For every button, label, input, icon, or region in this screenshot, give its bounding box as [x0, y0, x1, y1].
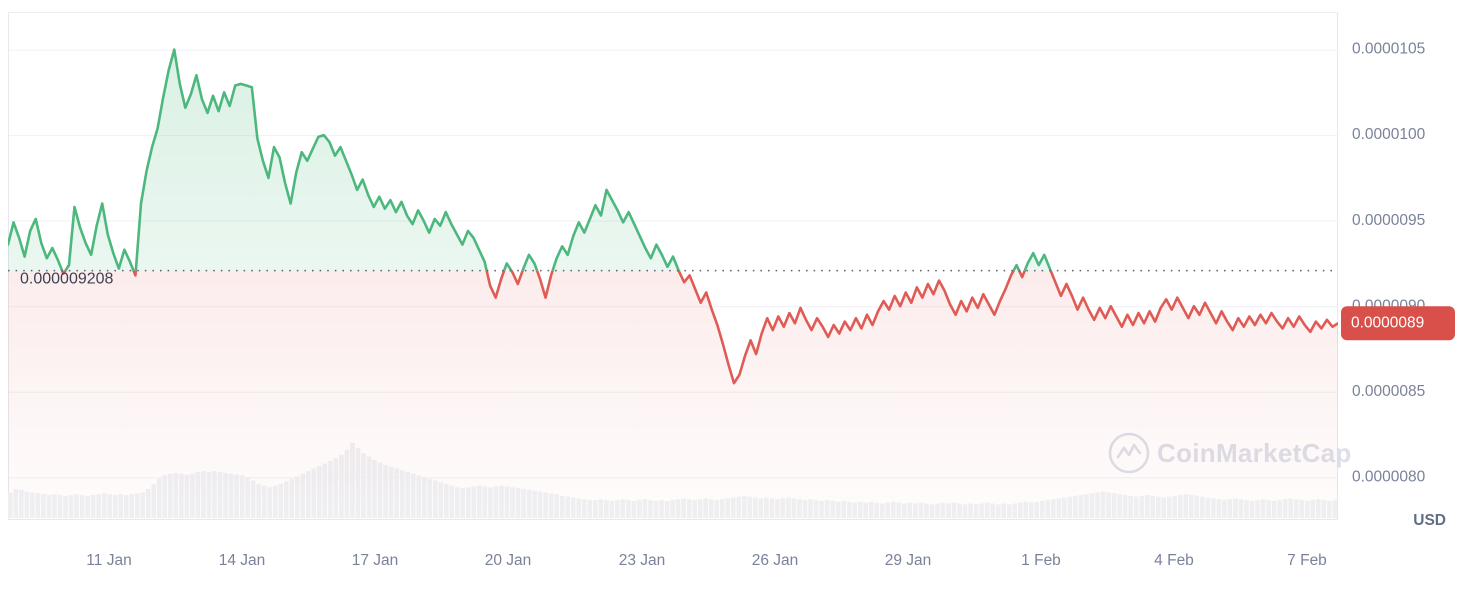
currency-unit-label: USD	[1413, 512, 1446, 529]
y-axis-tick-label: 0.0000085	[1352, 383, 1425, 400]
x-axis-tick-label: 26 Jan	[752, 552, 799, 569]
x-axis-labels: 11 Jan 14 Jan 17 Jan 20 Jan 23 Jan 26 Jan 29 J…	[86, 552, 1327, 569]
x-axis-tick-label: 11 Jan	[86, 552, 131, 569]
x-axis-tick-label: 23 Jan	[619, 552, 666, 569]
price-area-down	[8, 270, 1338, 520]
y-axis-tick-label: 0.0000105	[1352, 41, 1425, 58]
y-axis-tick-label: 0.0000095	[1352, 212, 1425, 229]
price-line-down	[60, 270, 1338, 385]
x-axis-tick-label: 7 Feb	[1287, 552, 1327, 569]
x-axis-tick-label: 29 Jan	[885, 552, 932, 569]
y-axis-tick-label: 0.0000080	[1352, 468, 1426, 485]
price-area-up	[8, 49, 1051, 271]
x-axis-tick-label: 17 Jan	[352, 552, 399, 569]
y-axis-labels: 0.00001050.00001000.00000950.00000900.00…	[1352, 41, 1426, 486]
current-price-badge-bg	[1341, 306, 1455, 341]
x-axis-tick-label: 4 Feb	[1154, 552, 1194, 569]
y-axis-tick-label: 0.0000100	[1352, 126, 1426, 143]
price-line-up	[8, 48, 1053, 271]
reference-price-label: 0.000009208	[20, 271, 114, 288]
x-axis-tick-label: 14 Jan	[219, 552, 266, 569]
current-price-badge-label: 0.0000089	[1351, 314, 1424, 331]
x-axis-tick-label: 1 Feb	[1021, 552, 1061, 569]
current-price-badge: 0.0000089	[1341, 306, 1455, 341]
x-axis-tick-label: 20 Jan	[485, 552, 532, 569]
